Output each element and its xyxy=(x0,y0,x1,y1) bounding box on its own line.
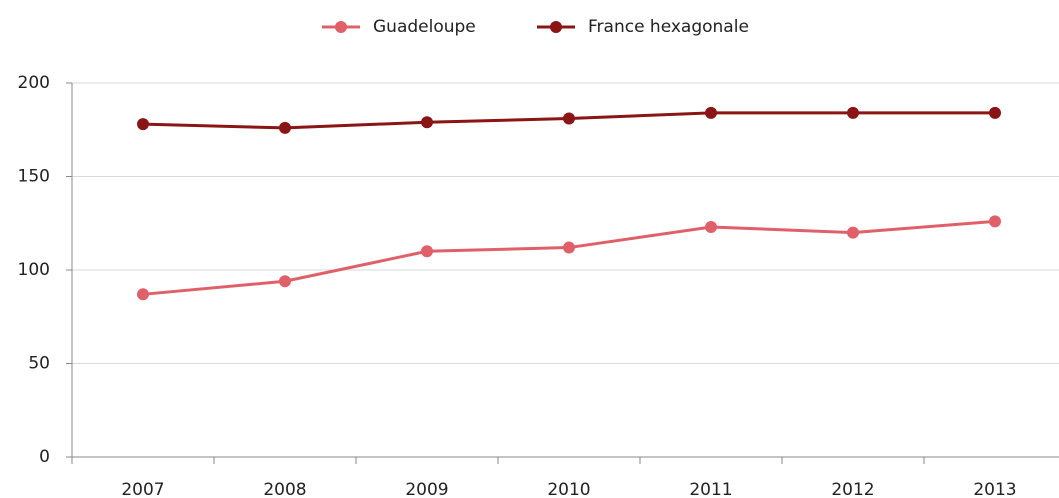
point xyxy=(847,226,859,239)
legend-label: Guadeloupe xyxy=(373,17,476,37)
point xyxy=(705,106,717,119)
x-tick-label: 2009 xyxy=(405,480,448,498)
x-tick-label: 2007 xyxy=(121,480,164,498)
legend-label: France hexagonale xyxy=(588,17,749,37)
point xyxy=(989,106,1001,119)
point xyxy=(705,220,717,233)
y-tick-label: 100 xyxy=(18,260,50,280)
legend-marker xyxy=(550,21,562,33)
y-tick-label: 0 xyxy=(39,447,50,467)
point xyxy=(137,118,149,131)
point xyxy=(847,106,859,119)
point xyxy=(563,241,575,254)
y-tick-label: 50 xyxy=(28,354,50,374)
point xyxy=(279,275,291,288)
x-tick-label: 2008 xyxy=(263,480,306,498)
point xyxy=(989,215,1001,228)
x-tick-label: 2011 xyxy=(689,480,732,498)
x-tick-label: 2013 xyxy=(973,480,1016,498)
series-line xyxy=(142,219,996,296)
x-tick-label: 2012 xyxy=(831,480,874,498)
y-tick-label: 150 xyxy=(18,167,50,187)
point xyxy=(421,245,433,258)
point xyxy=(563,112,575,125)
point xyxy=(421,116,433,129)
legend-marker xyxy=(335,21,347,33)
point xyxy=(137,288,149,301)
y-tick-label: 200 xyxy=(18,73,50,93)
x-tick-label: 2010 xyxy=(547,480,590,498)
point xyxy=(279,121,291,134)
